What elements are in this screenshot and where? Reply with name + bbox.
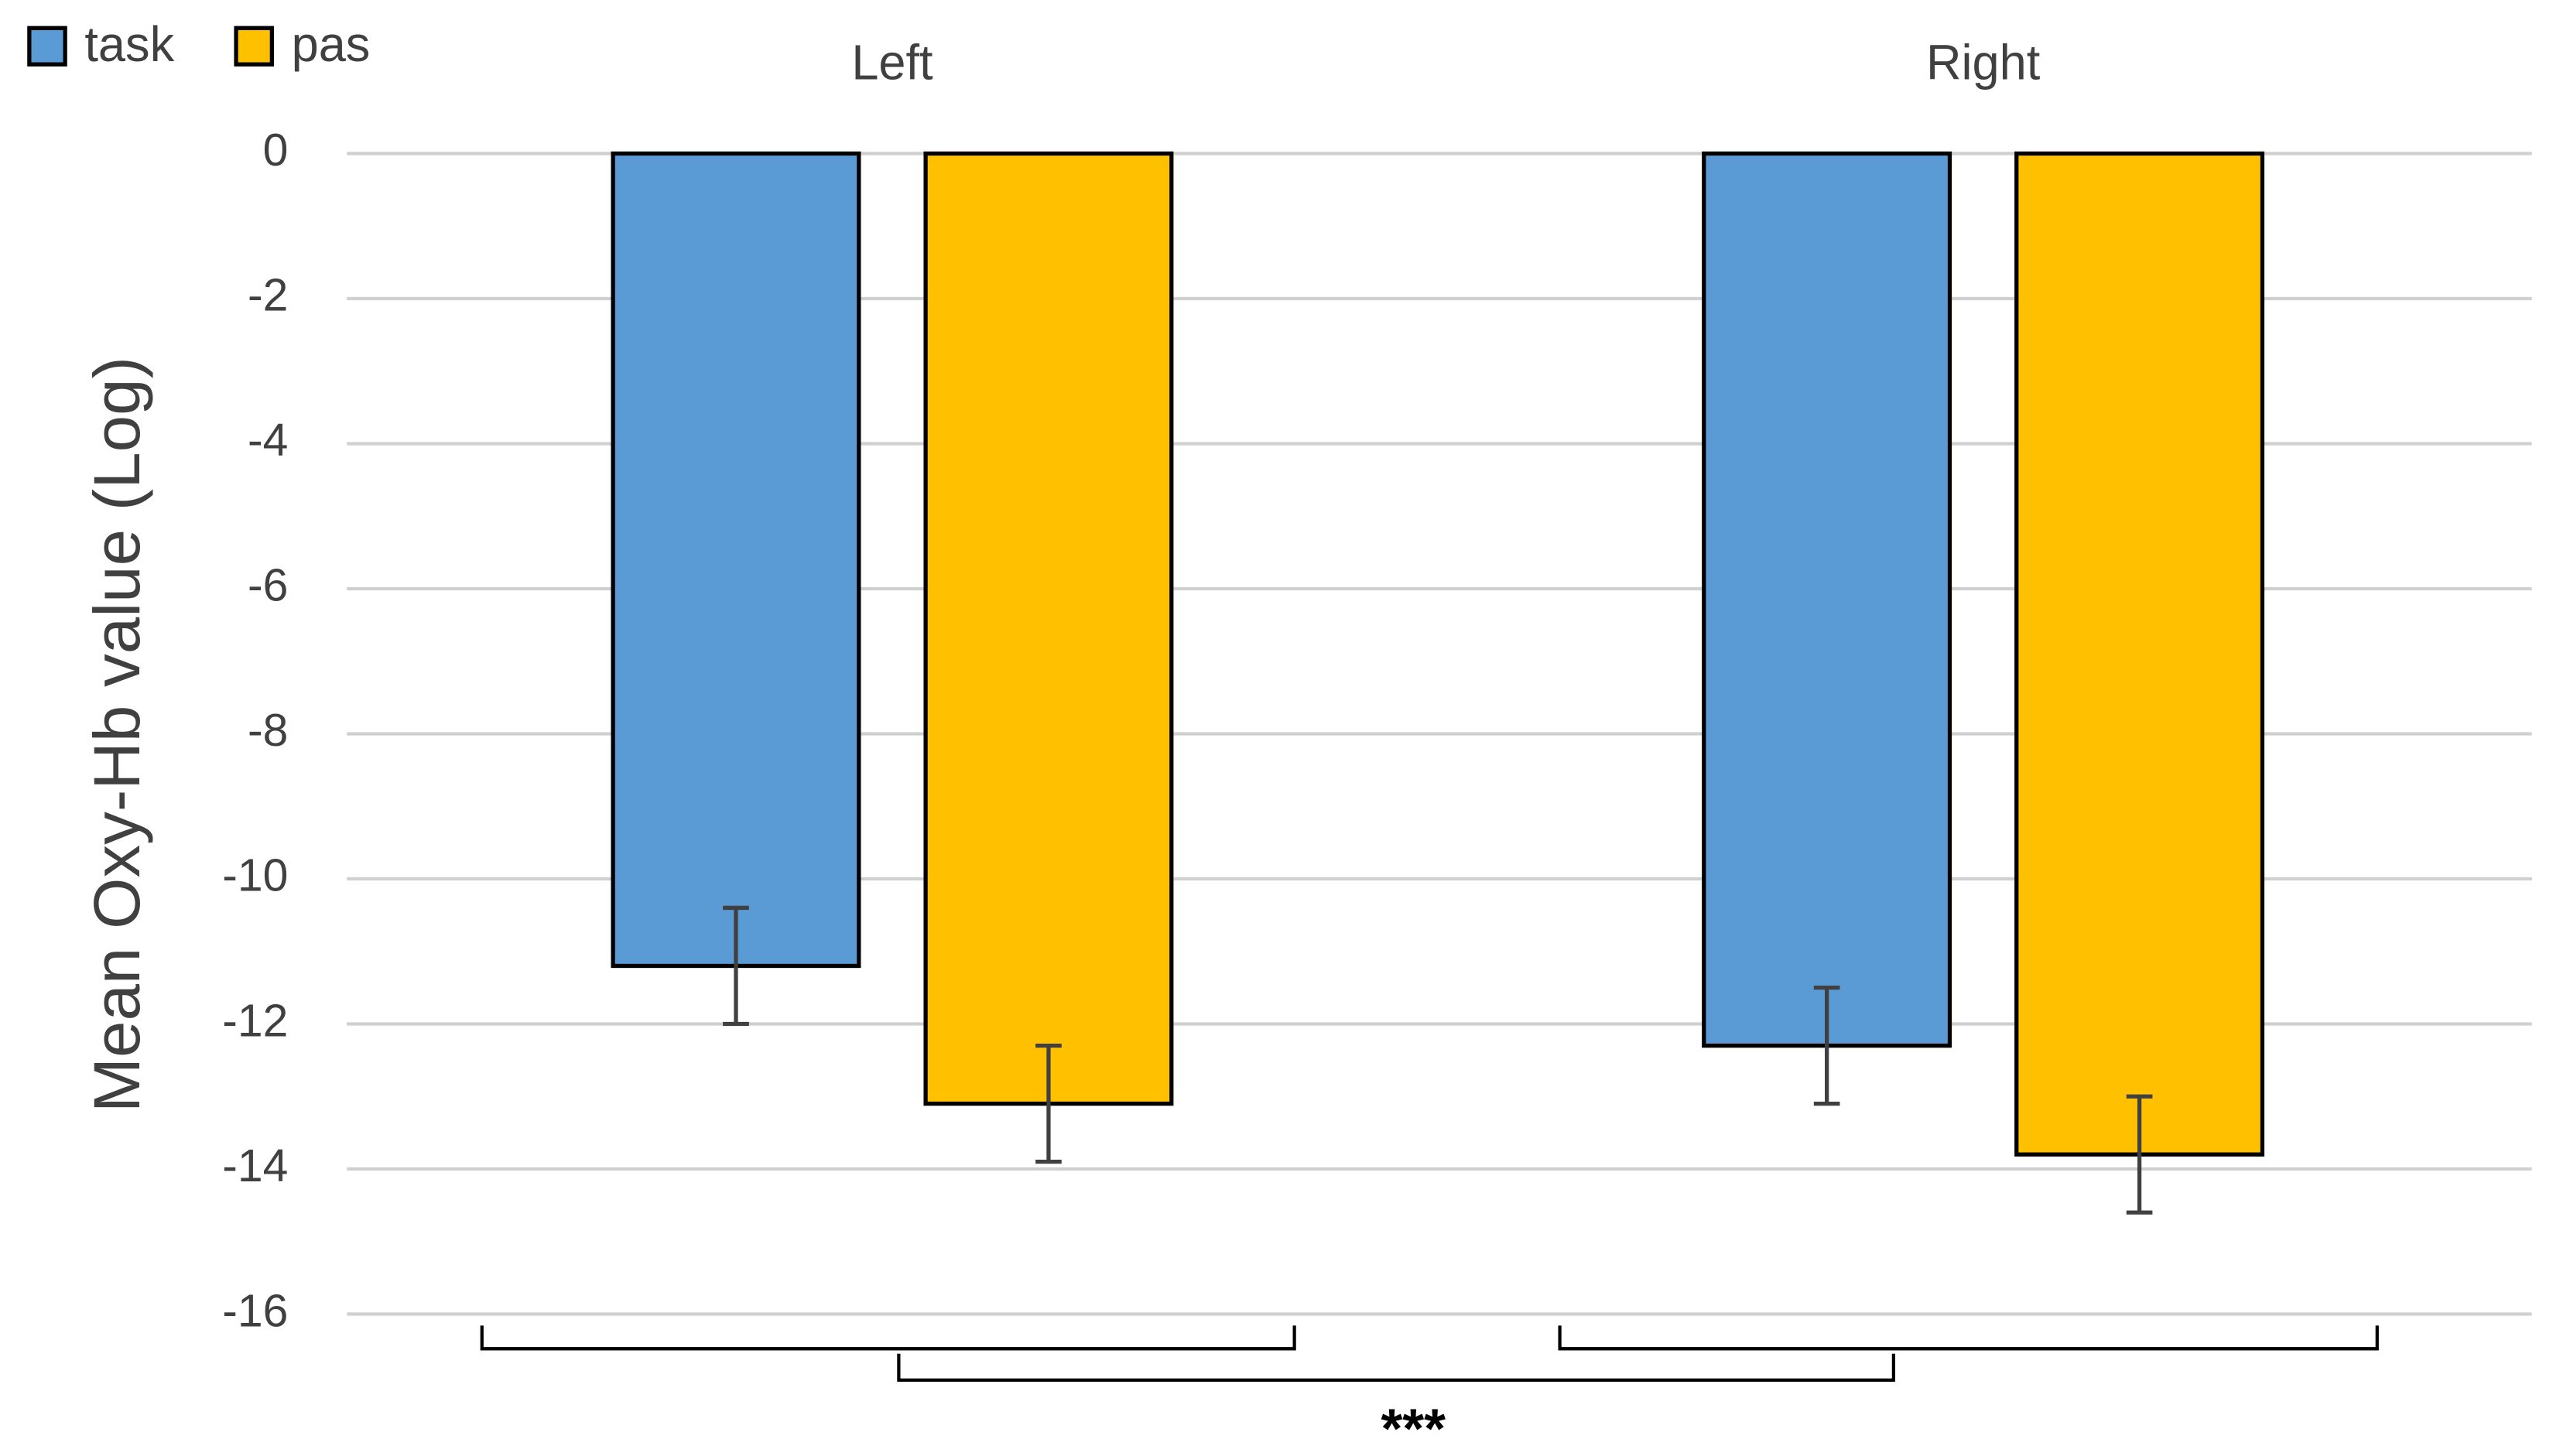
y-tick-label: -2 [248,268,288,320]
y-tick-label: -6 [248,559,288,610]
error-bar [2126,1094,2153,1215]
bracket [1558,1325,2379,1351]
y-tick-label: -14 [222,1139,288,1191]
annotation: *** [1381,1398,1446,1456]
error-bar [723,905,749,1027]
category-label: Right [1926,35,2041,90]
error-bar [1035,1043,1062,1164]
category-label: Left [851,35,933,90]
error-bar [1813,985,1840,1106]
legend-label: pas [292,16,371,71]
y-tick-label: -12 [222,994,288,1046]
bar [2014,151,2265,1157]
bracket [897,1353,1896,1382]
y-tick-label: -4 [248,414,288,466]
significance-brackets [480,1325,2379,1382]
legend-swatch [234,26,274,67]
bar [1702,151,1952,1048]
y-tick-label: -16 [222,1284,288,1336]
legend-label: task [84,16,174,71]
y-axis-label: Mean Oxy-Hb value (Log) [80,357,153,1113]
legend-swatch [27,26,67,67]
bracket [480,1325,1296,1351]
bar [611,151,861,969]
y-tick-label: -8 [248,704,288,756]
y-tick-label: 0 [263,124,289,176]
y-tick-label: -10 [222,849,288,901]
bar [923,151,1174,1106]
